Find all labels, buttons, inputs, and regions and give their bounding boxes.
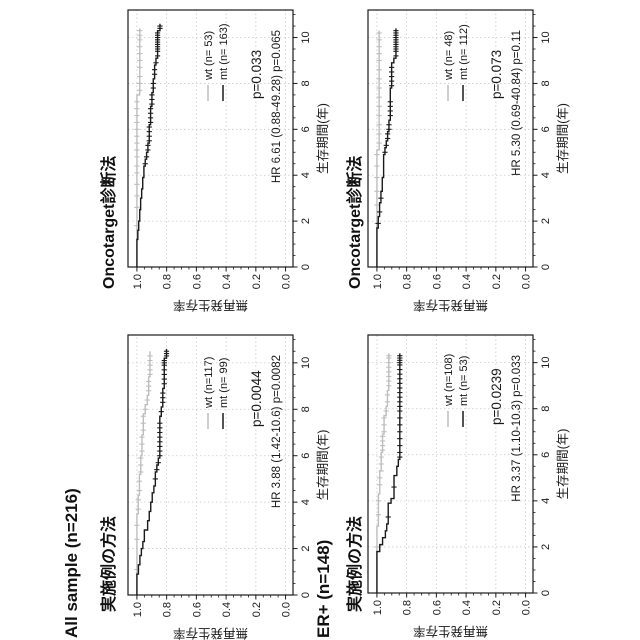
y-tick-label: 0.8 (402, 274, 414, 289)
hazard-ratio-label: HR 5.30 (0.69-40.84) p=0.11 (511, 30, 523, 176)
x-tick-label: 4 (300, 499, 312, 505)
x-tick-label: 10 (300, 357, 312, 369)
y-tick-label: 1.0 (372, 274, 384, 289)
x-axis-label: 生存期間(年) (556, 103, 570, 174)
km-panel-jisshirei-all-sample: 0 2 4 6 8 10 0.0 0.2 0.4 0.6 0.8 1.0 生存期間(年) 無再発生存率 wt… (127, 334, 330, 640)
y-axis-label: 無再発生存率 (173, 626, 248, 640)
y-tick-label: 0.0 (521, 600, 533, 615)
plot-frame (367, 9, 534, 268)
y-tick-label: 0.0 (281, 274, 293, 289)
x-axis-label: 生存期間(年) (316, 430, 330, 501)
km-curve-mt (136, 23, 161, 267)
x-tick-label: 0 (300, 264, 312, 270)
x-tick-label: 6 (540, 452, 552, 458)
y-tick-label: 0.6 (191, 602, 203, 617)
p-value-label: p=0.0239 (489, 368, 504, 425)
y-axis-label: 無再発生存率 (413, 298, 488, 313)
legend-label-mt: mt (n= 112) (458, 24, 470, 80)
km-panel-oncotarget-all-sample: 0 2 4 6 8 10 0.0 0.2 0.4 0.6 0.8 1.0 生存期間(年) 無再発生存率 wt… (127, 9, 330, 313)
x-tick-label: 6 (300, 453, 312, 459)
km-curve-wt (136, 28, 141, 267)
x-tick-label: 4 (540, 498, 552, 504)
plot-frame (367, 334, 534, 594)
hazard-ratio-label: HR 6.61 (0.88-49.28) p=0.065 (271, 30, 283, 183)
x-tick-label: 2 (540, 544, 552, 550)
y-tick-label: 0.8 (162, 274, 174, 289)
y-tick-label: 0.2 (251, 274, 263, 289)
y-axis-label: 無再発生存率 (413, 624, 488, 639)
y-tick-label: 0.2 (251, 602, 263, 617)
x-tick-label: 4 (300, 172, 312, 178)
x-tick-label: 8 (540, 80, 552, 86)
legend-label-wt: wt (n=117) (203, 357, 215, 409)
km-curve-wt (376, 30, 380, 267)
km-panel-oncotarget-er-positive: 0 2 4 6 8 10 0.0 0.2 0.4 0.6 0.8 1.0 生存期間(年) 無再発生存率 wt… (367, 9, 570, 313)
km-curve-mt (136, 348, 168, 595)
y-tick-label: 1.0 (132, 274, 144, 289)
legend-label-mt: mt (n= 99) (218, 358, 230, 408)
x-tick-label: 8 (540, 406, 552, 412)
x-tick-label: 0 (540, 264, 552, 270)
x-tick-label: 10 (540, 357, 552, 369)
km-panel-jisshirei-er-positive: 0 2 4 6 8 10 0.0 0.2 0.4 0.6 0.8 1.0 生存期間(年) 無再発生存率 wt… (367, 334, 570, 639)
p-value-label: p=0.0044 (249, 370, 264, 427)
legend-label-mt: mt (n= 53) (458, 356, 470, 406)
y-tick-label: 0.4 (221, 274, 233, 289)
x-tick-label: 2 (540, 218, 552, 224)
x-tick-label: 6 (540, 126, 552, 132)
km-curve-mt (376, 353, 401, 593)
y-tick-label: 0.2 (491, 274, 503, 289)
y-tick-label: 0.6 (431, 274, 443, 289)
y-tick-label: 0.6 (431, 600, 443, 615)
y-tick-label: 0.0 (281, 602, 293, 617)
x-tick-label: 10 (540, 31, 552, 43)
p-value-label: p=0.073 (489, 50, 504, 99)
legend-label-wt: wt (n= 53) (203, 31, 215, 81)
x-tick-label: 8 (300, 406, 312, 412)
y-tick-label: 0.8 (162, 602, 174, 617)
p-value-label: p=0.033 (249, 50, 264, 99)
x-axis-label: 生存期間(年) (556, 429, 570, 500)
y-tick-label: 0.6 (191, 274, 203, 289)
x-tick-label: 0 (540, 590, 552, 596)
y-tick-label: 0.2 (491, 600, 503, 615)
legend-label-wt: wt (n= 48) (443, 31, 455, 81)
km-curve-mt (376, 28, 397, 267)
x-tick-label: 2 (300, 218, 312, 224)
hazard-ratio-label: HR 3.88 (1.42-10.6) p=0.0082 (271, 355, 283, 508)
x-axis-label: 生存期間(年) (316, 103, 330, 174)
x-tick-label: 2 (300, 546, 312, 552)
y-tick-label: 0.0 (521, 274, 533, 289)
y-tick-label: 0.4 (461, 274, 473, 289)
legend-label-wt: wt (n=108) (443, 354, 455, 407)
km-curve-wt (136, 351, 151, 595)
y-tick-label: 0.4 (221, 602, 233, 617)
y-tick-label: 0.4 (461, 600, 473, 615)
x-tick-label: 10 (300, 31, 312, 43)
km-curve-wt (376, 353, 390, 593)
legend-label-mt: mt (n= 163) (218, 23, 230, 80)
y-tick-label: 0.8 (402, 600, 414, 615)
x-tick-label: 4 (540, 172, 552, 178)
plot-frame (127, 334, 294, 596)
x-tick-label: 8 (300, 80, 312, 86)
y-tick-label: 1.0 (132, 602, 144, 617)
group-header-all-sample: All sample (n=216) (62, 488, 81, 638)
x-tick-label: 6 (300, 126, 312, 132)
y-axis-label: 無再発生存率 (173, 298, 248, 313)
y-tick-label: 1.0 (372, 600, 384, 615)
x-tick-label: 0 (300, 592, 312, 598)
hazard-ratio-label: HR 3.37 (1.10-10.3) p=0.033 (511, 355, 523, 502)
plot-frame (127, 9, 294, 268)
